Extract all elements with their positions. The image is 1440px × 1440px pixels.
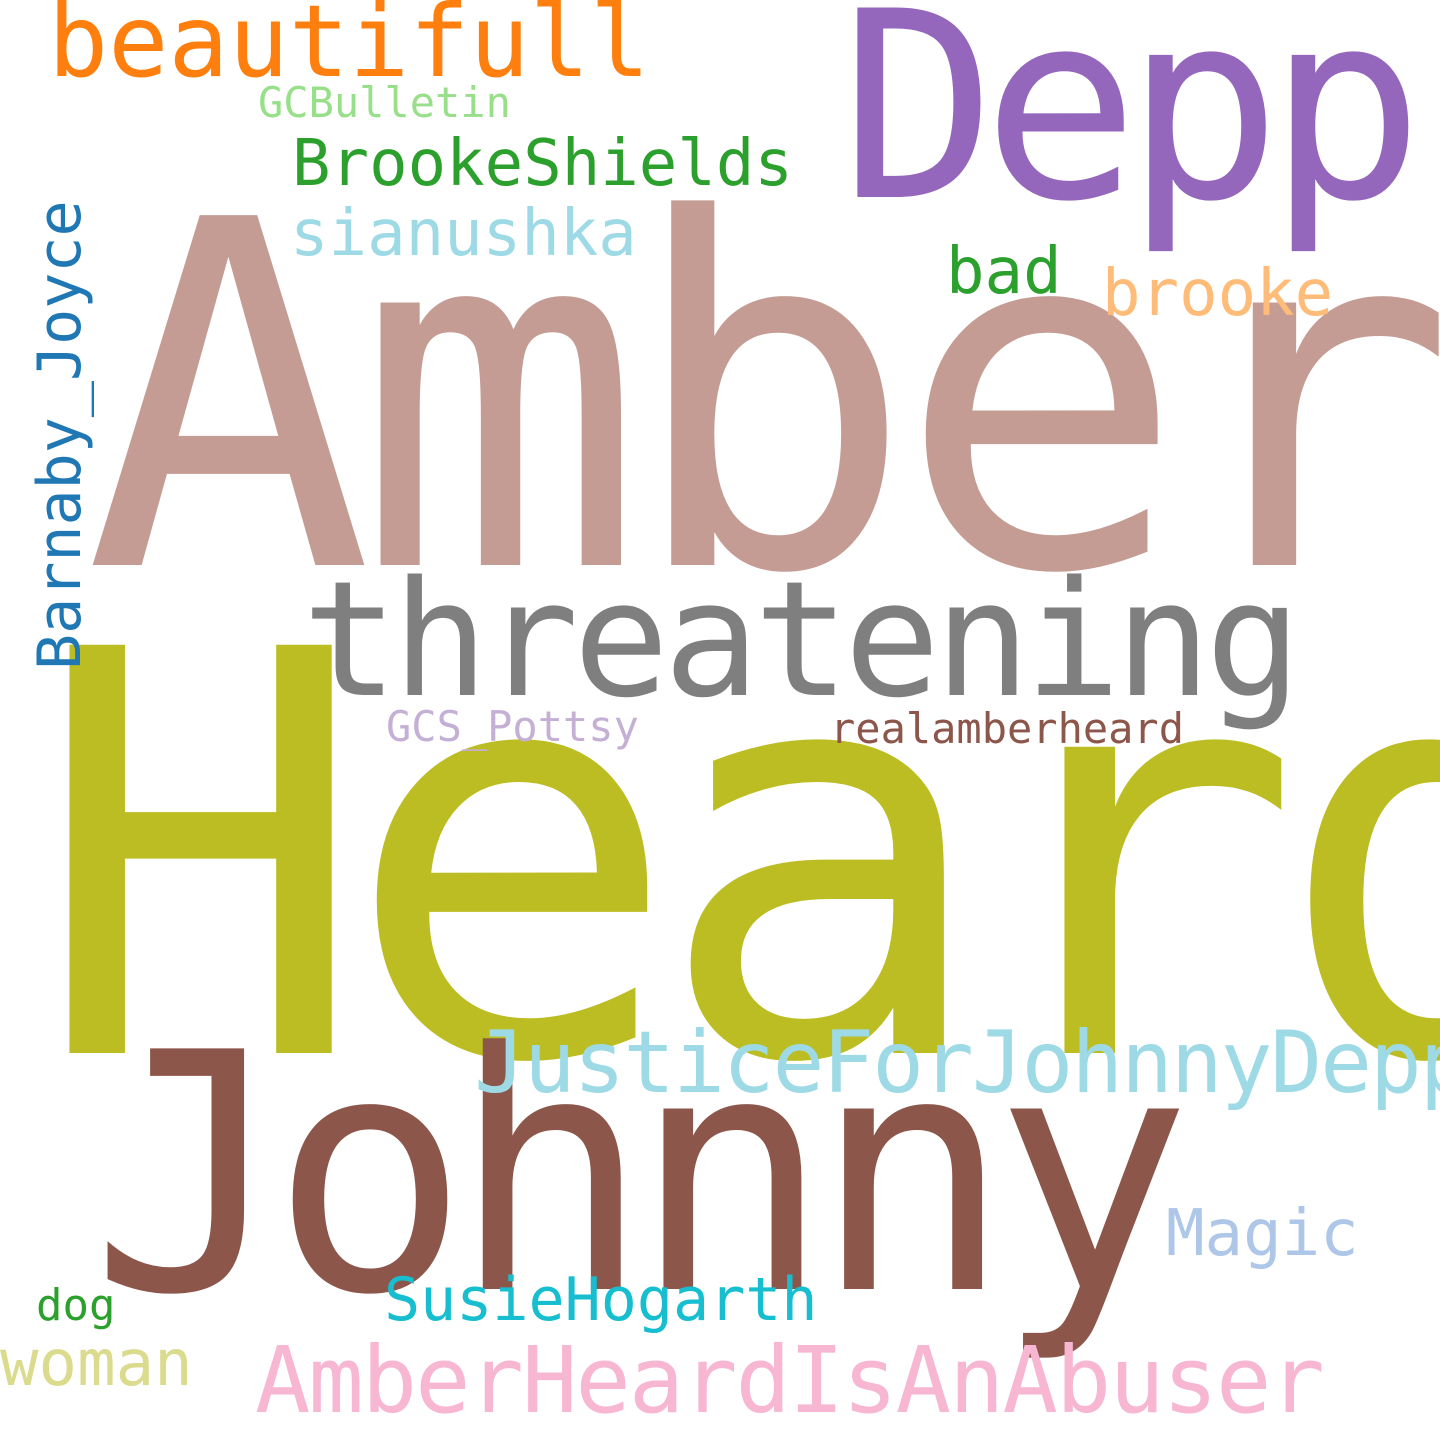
word-beautifull: beautifull <box>48 0 651 100</box>
word-amber-heard-is-an-abuser: AmberHeardIsAnAbuser <box>255 1327 1325 1434</box>
word-bad: bad <box>946 235 1062 309</box>
word-gcs-pottsy: GCS_Pottsy <box>386 702 639 751</box>
word-johnny: Johnny <box>90 983 1192 1367</box>
word-woman: woman <box>0 1327 193 1401</box>
word-threatening: threatening <box>302 546 1302 733</box>
word-gc-bulletin: GCBulletin <box>258 78 511 127</box>
word-justice-for-johnny-depp: JusticeForJohnnyDepp <box>474 1013 1440 1113</box>
word-amber: Amber <box>84 120 1440 679</box>
word-brooke: brooke <box>1102 257 1334 331</box>
word-heard: Heard <box>32 534 1440 1186</box>
word-depp: Depp <box>840 0 1424 259</box>
word-magic: Magic <box>1166 1197 1359 1271</box>
word-realamberheard: realamberheard <box>830 704 1185 753</box>
word-susie-hogarth: SusieHogarth <box>384 1265 818 1335</box>
word-brooke-shields: BrookeShields <box>292 127 793 201</box>
word-dog: dog <box>36 1280 116 1331</box>
word-barnaby-joyce: Barnaby_Joyce <box>25 200 95 670</box>
word-sianushka: sianushka <box>290 197 637 271</box>
